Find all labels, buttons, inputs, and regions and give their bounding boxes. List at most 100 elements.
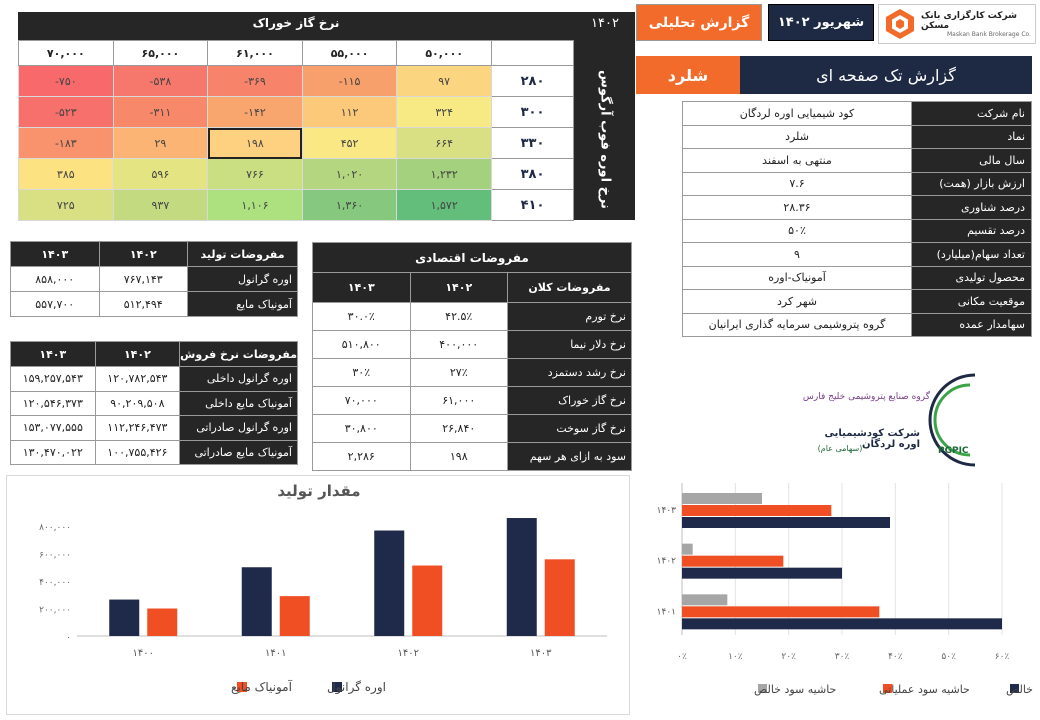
sensitivity-cell: -۵۳۸: [112, 65, 209, 97]
x-tick-label: ۱۴۰۳: [530, 648, 552, 659]
sensitivity-row-header: ۴۱۰: [491, 189, 574, 221]
production-year-1402: ۱۴۰۲: [98, 241, 188, 267]
sensitivity-row: -۷۵۰ -۵۳۸ -۳۶۹ -۱۱۵ ۹۷ ۲۸۰: [18, 65, 574, 97]
legend-label-2: حاشیه سود خالص: [754, 683, 836, 696]
info-label: محصول تولیدی: [911, 265, 1032, 290]
economic-col-label: مفروضات کلان: [507, 272, 632, 303]
row-label: نرخ تورم: [507, 302, 632, 331]
sensitivity-row: -۱۸۳ ۲۹ ۱۹۸ ۴۵۲ ۶۶۴ ۳۳۰: [18, 127, 574, 159]
table-row: سود به ازای هر سهم ۱۹۸ ۲,۲۸۶: [312, 442, 632, 471]
sensitivity-col-header: ۵۵,۰۰۰: [301, 40, 398, 66]
sensitivity-cell: ۷۶۶: [207, 158, 303, 190]
sensitivity-cell: ۳۸۵: [18, 158, 114, 190]
info-label: نام شرکت: [911, 101, 1032, 126]
row-value-1403: ۸۵۸,۰۰۰: [10, 266, 100, 292]
sensitivity-cell: -۱۴۲: [207, 96, 303, 128]
info-row: سهامدار عمده گروه پتروشیمی سرمایه گذاری ا…: [682, 312, 1032, 337]
sensitivity-cell: ۳۲۴: [396, 96, 492, 128]
sensitivity-cell: -۱۱۵: [301, 65, 398, 97]
info-label: سال مالی: [911, 148, 1032, 173]
bar-1: [279, 596, 310, 636]
row-value-1403: ۳۰.۰٪: [312, 302, 411, 331]
bar-1: [412, 565, 443, 636]
info-label: ارزش بازار (همت): [911, 171, 1032, 196]
report-title-bar: گزارش تک صفحه ای: [740, 56, 1032, 94]
sensitivity-cell: ۶۶۴: [396, 127, 492, 159]
row-value-1402: ۶۱,۰۰۰: [409, 386, 508, 415]
x-tick-label: ۵۰٪: [941, 652, 956, 662]
row-value-1402: ۱۱۲,۲۴۶,۴۷۳: [94, 415, 181, 441]
info-row: موقعیت مکانی شهر کرد: [682, 289, 1032, 314]
sensitivity-cell: -۷۵۰: [18, 65, 114, 97]
sensitivity-cell: -۳۱۱: [112, 96, 209, 128]
info-row: نام شرکت کود شیمیایی اوره لردگان: [682, 101, 1032, 126]
info-label: درصد شناوری: [911, 195, 1032, 220]
hbar-2: [682, 594, 728, 606]
table-row: اوره گرانول داخلی ۱۲۰,۷۸۲,۵۴۳ ۱۵۹,۲۵۷,۵۴۳: [10, 366, 298, 392]
row-value-1402: ۲۷٪: [409, 358, 508, 387]
table-row: نرخ گاز خوراک ۶۱,۰۰۰ ۷۰,۰۰۰: [312, 386, 632, 415]
x-tick-label: ۱۰٪: [728, 652, 743, 662]
production-year-1403: ۱۴۰۳: [10, 241, 100, 267]
sales-year-1402: ۱۴۰۲: [94, 341, 181, 367]
production-table: مفروضات تولید ۱۴۰۲ ۱۴۰۳ اوره گرانول ۷۶۷,۱…: [10, 241, 298, 317]
sensitivity-cell: ۲۹: [112, 127, 209, 159]
sensitivity-row-header: ۳۸۰: [491, 158, 574, 190]
row-value-1402: ۷۶۷,۱۴۳: [98, 266, 188, 292]
x-tick-label: ۰٪: [677, 652, 687, 662]
sales-title: مفروضات نرخ فروش: [179, 341, 298, 367]
date-text: شهریور ۱۴۰۲: [777, 15, 865, 30]
info-value: ۷.۶: [682, 171, 912, 196]
company-name: شرکت کارگزاری بانک مسکن: [921, 10, 1017, 31]
row-value-1402: ۱۰۰,۷۵۵,۴۲۶: [94, 439, 181, 465]
hbar-2: [682, 493, 762, 504]
info-label: سهامدار عمده: [911, 312, 1032, 337]
economic-title: مفروضات اقتصادی: [312, 242, 632, 273]
sensitivity-col-header: ۶۵,۰۰۰: [112, 40, 209, 66]
legend-label-0: حاشیه سود ناخالص: [1006, 683, 1034, 696]
row-value-1403: ۱۵۳,۰۷۷,۵۵۵: [10, 415, 96, 441]
y-tick-label: ۲۰۰,۰۰۰: [39, 606, 71, 616]
sensitivity-cell: ۹۷: [396, 65, 492, 97]
sensitivity-cell: ۱,۲۳۲: [396, 158, 492, 190]
sensitivity-cell: ۹۳۷: [112, 189, 209, 221]
hbar-0: [682, 517, 890, 528]
sensitivity-table: ۷۰,۰۰۰ ۶۵,۰۰۰ ۶۱,۰۰۰ ۵۵,۰۰۰ ۵۰,۰۰۰ -۷۵۰ -۵۳۸-…: [18, 40, 574, 221]
legend-swatch-1: [883, 684, 892, 693]
row-value-1403: ۱۳۰,۴۷۰,۰۲۲: [10, 439, 96, 465]
hbar-1: [682, 555, 784, 567]
row-value-1402: ۱۲۰,۷۸۲,۵۴۳: [94, 366, 181, 392]
info-value: شلرد: [682, 124, 912, 149]
legend-swatch-0: [332, 682, 342, 692]
info-row: درصد تقسیم ۵۰٪: [682, 218, 1032, 243]
company-logo: شرکت کارگزاری بانک مسکن Maskan Bank Brok…: [878, 4, 1036, 44]
row-value-1402: ۵۱۲,۴۹۴: [98, 291, 188, 317]
bar-0: [109, 599, 140, 636]
pgpic-logo: گروه صنایع پتروشیمی خلیج فارس شرکت کودشی…: [800, 370, 985, 470]
info-row: ارزش بازار (همت) ۷.۶: [682, 171, 1032, 196]
production-chart-title: مقدار تولید: [277, 482, 361, 500]
sensitivity-corner: [491, 40, 574, 66]
info-value: منتهی به اسفند: [682, 148, 912, 173]
pgpic-line2: شرکت کودشیمیایی اوره لردگان: [824, 428, 920, 450]
legend-label-0: اوره گرانول: [327, 680, 386, 695]
info-value: آمونیاک-اوره: [682, 265, 912, 290]
sensitivity-col-title: نرخ گاز خوراک: [252, 16, 340, 30]
sensitivity-cell: ۱,۱۰۶: [207, 189, 303, 221]
sensitivity-row: ۳۸۵ ۵۹۶ ۷۶۶ ۱,۰۲۰ ۱,۲۳۲ ۳۸۰: [18, 158, 574, 190]
row-value-1402: ۹۰,۲۰۹,۵۰۸: [94, 390, 181, 416]
sensitivity-row-title: نرخ اوره فوب آرگوس: [585, 64, 625, 214]
pgpic-brand: PGPIC: [938, 446, 969, 456]
row-value-1402: ۴۰۰,۰۰۰: [409, 330, 508, 359]
report-type-text: گزارش تحلیلی: [648, 14, 750, 31]
hbar-0: [682, 618, 1002, 630]
sensitivity-cell: ۴۵۲: [301, 127, 398, 159]
x-tick-label: ۴۰٪: [888, 652, 903, 662]
row-value-1403: ۳۰٪: [312, 358, 411, 387]
table-row: اوره گرانول ۷۶۷,۱۴۳ ۸۵۸,۰۰۰: [10, 266, 298, 292]
sensitivity-row: -۵۲۳ -۳۱۱ -۱۴۲ ۱۱۲ ۳۲۴ ۳۰۰: [18, 96, 574, 128]
row-label: نرخ رشد دستمزد: [507, 358, 632, 387]
bar-0: [506, 518, 537, 636]
legend-swatch-0: [1010, 684, 1019, 693]
y-tick-label: ۰: [66, 633, 71, 643]
